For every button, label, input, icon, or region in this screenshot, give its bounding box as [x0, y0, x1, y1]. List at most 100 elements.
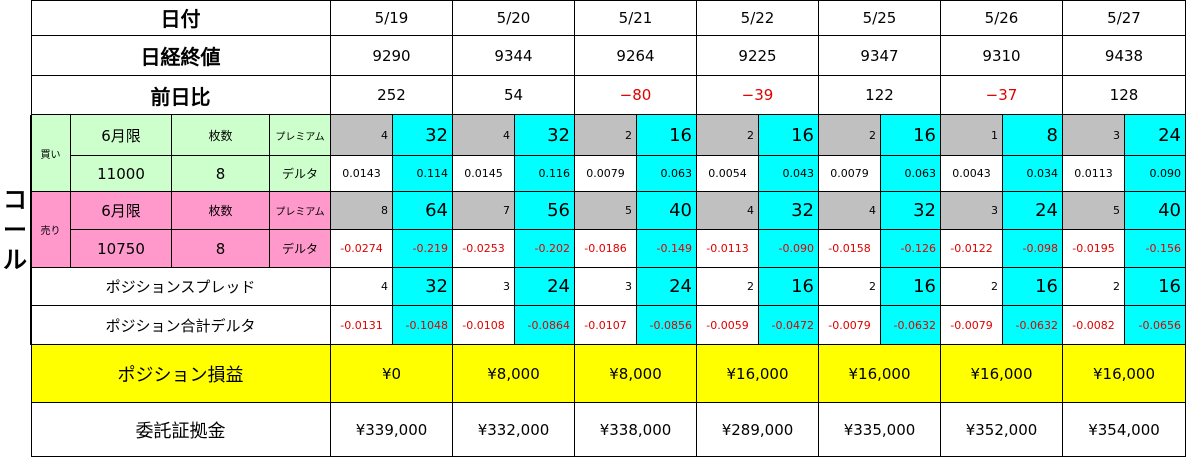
margin-label[interactable]: 委託証拠金: [31, 403, 331, 457]
buy-delta-total[interactable]: 0.063: [881, 156, 941, 192]
total-delta-total[interactable]: -0.0864: [515, 306, 575, 345]
buy-delta-total[interactable]: 0.090: [1125, 156, 1186, 192]
spread-total[interactable]: 16: [759, 268, 819, 306]
sell-premium-per-unit[interactable]: 4: [819, 192, 881, 230]
date-cell[interactable]: 5/27: [1063, 0, 1186, 36]
sell-delta-total[interactable]: -0.219: [393, 230, 453, 268]
total-delta-total[interactable]: -0.0632: [1003, 306, 1063, 345]
sell-delta-total[interactable]: -0.090: [759, 230, 819, 268]
close-label[interactable]: 日経終値: [31, 36, 331, 76]
buy-month[interactable]: 6月限: [71, 115, 172, 156]
buy-premium-per-unit[interactable]: 4: [331, 115, 393, 156]
margin-cell[interactable]: ¥332,000: [453, 403, 575, 457]
buy-premium-label[interactable]: プレミアム: [270, 115, 331, 156]
spread-per-unit[interactable]: 3: [575, 268, 637, 306]
spread-per-unit[interactable]: 2: [1063, 268, 1125, 306]
buy-premium-total[interactable]: 8: [1003, 115, 1063, 156]
buy-qty-header[interactable]: 枚数: [172, 115, 270, 156]
total-delta-total[interactable]: -0.0472: [759, 306, 819, 345]
pnl-cell[interactable]: ¥16,000: [941, 345, 1063, 403]
spread-total[interactable]: 16: [1125, 268, 1186, 306]
buy-label[interactable]: 買い: [31, 115, 71, 192]
date-cell[interactable]: 5/26: [941, 0, 1063, 36]
spread-total[interactable]: 24: [637, 268, 697, 306]
spread-total[interactable]: 16: [1003, 268, 1063, 306]
total-delta-per-unit[interactable]: -0.0079: [819, 306, 881, 345]
sell-delta-total[interactable]: -0.098: [1003, 230, 1063, 268]
total-delta-total[interactable]: -0.0856: [637, 306, 697, 345]
close-cell[interactable]: 9344: [453, 36, 575, 76]
pnl-label[interactable]: ポジション損益: [31, 345, 331, 403]
change-cell[interactable]: −80: [575, 76, 697, 115]
date-cell[interactable]: 5/21: [575, 0, 697, 36]
close-cell[interactable]: 9290: [331, 36, 453, 76]
buy-delta-total[interactable]: 0.034: [1003, 156, 1063, 192]
buy-delta-per-unit[interactable]: 0.0113: [1063, 156, 1125, 192]
sell-delta-per-unit[interactable]: -0.0186: [575, 230, 637, 268]
margin-cell[interactable]: ¥335,000: [819, 403, 941, 457]
pnl-cell[interactable]: ¥16,000: [697, 345, 819, 403]
sell-delta-total[interactable]: -0.156: [1125, 230, 1186, 268]
buy-premium-total[interactable]: 16: [637, 115, 697, 156]
sell-delta-per-unit[interactable]: -0.0253: [453, 230, 515, 268]
total-delta-total[interactable]: -0.1048: [393, 306, 453, 345]
change-cell[interactable]: −37: [941, 76, 1063, 115]
total-delta-total[interactable]: -0.0656: [1125, 306, 1186, 345]
sell-delta-per-unit[interactable]: -0.0195: [1063, 230, 1125, 268]
date-cell[interactable]: 5/20: [453, 0, 575, 36]
sell-delta-label[interactable]: デルタ: [270, 230, 331, 268]
total-delta-total[interactable]: -0.0632: [881, 306, 941, 345]
buy-delta-total[interactable]: 0.116: [515, 156, 575, 192]
date-label[interactable]: 日付: [31, 0, 331, 36]
buy-premium-per-unit[interactable]: 4: [453, 115, 515, 156]
buy-delta-total[interactable]: 0.114: [393, 156, 453, 192]
buy-delta-per-unit[interactable]: 0.0145: [453, 156, 515, 192]
buy-delta-total[interactable]: 0.063: [637, 156, 697, 192]
buy-premium-total[interactable]: 24: [1125, 115, 1186, 156]
sell-premium-total[interactable]: 32: [759, 192, 819, 230]
buy-delta-per-unit[interactable]: 0.0054: [697, 156, 759, 192]
sell-label[interactable]: 売り: [31, 192, 71, 268]
spread-per-unit[interactable]: 3: [453, 268, 515, 306]
change-cell[interactable]: 54: [453, 76, 575, 115]
sell-premium-total[interactable]: 40: [1125, 192, 1186, 230]
sell-premium-total[interactable]: 40: [637, 192, 697, 230]
close-cell[interactable]: 9310: [941, 36, 1063, 76]
sell-delta-per-unit[interactable]: -0.0274: [331, 230, 393, 268]
sell-delta-total[interactable]: -0.202: [515, 230, 575, 268]
sell-premium-total[interactable]: 64: [393, 192, 453, 230]
spread-per-unit[interactable]: 2: [819, 268, 881, 306]
sell-premium-total[interactable]: 32: [881, 192, 941, 230]
sell-month[interactable]: 6月限: [71, 192, 172, 230]
sell-strike[interactable]: 10750: [71, 230, 172, 268]
buy-delta-per-unit[interactable]: 0.0079: [575, 156, 637, 192]
spread-per-unit[interactable]: 2: [941, 268, 1003, 306]
spread-per-unit[interactable]: 2: [697, 268, 759, 306]
buy-premium-per-unit[interactable]: 3: [1063, 115, 1125, 156]
buy-premium-total[interactable]: 16: [881, 115, 941, 156]
buy-qty[interactable]: 8: [172, 156, 270, 192]
total-delta-per-unit[interactable]: -0.0108: [453, 306, 515, 345]
pnl-cell[interactable]: ¥0: [331, 345, 453, 403]
buy-premium-total[interactable]: 16: [759, 115, 819, 156]
total-delta-per-unit[interactable]: -0.0079: [941, 306, 1003, 345]
change-cell[interactable]: −39: [697, 76, 819, 115]
pnl-cell[interactable]: ¥8,000: [575, 345, 697, 403]
buy-premium-per-unit[interactable]: 2: [819, 115, 881, 156]
buy-premium-total[interactable]: 32: [515, 115, 575, 156]
close-cell[interactable]: 9438: [1063, 36, 1186, 76]
buy-delta-total[interactable]: 0.043: [759, 156, 819, 192]
buy-premium-per-unit[interactable]: 1: [941, 115, 1003, 156]
pnl-cell[interactable]: ¥16,000: [819, 345, 941, 403]
date-cell[interactable]: 5/19: [331, 0, 453, 36]
margin-cell[interactable]: ¥338,000: [575, 403, 697, 457]
sell-delta-per-unit[interactable]: -0.0158: [819, 230, 881, 268]
total-delta-per-unit[interactable]: -0.0131: [331, 306, 393, 345]
buy-premium-per-unit[interactable]: 2: [575, 115, 637, 156]
sell-premium-per-unit[interactable]: 5: [575, 192, 637, 230]
buy-delta-per-unit[interactable]: 0.0079: [819, 156, 881, 192]
sell-premium-per-unit[interactable]: 7: [453, 192, 515, 230]
total-delta-per-unit[interactable]: -0.0082: [1063, 306, 1125, 345]
sell-delta-total[interactable]: -0.149: [637, 230, 697, 268]
spread-total[interactable]: 24: [515, 268, 575, 306]
